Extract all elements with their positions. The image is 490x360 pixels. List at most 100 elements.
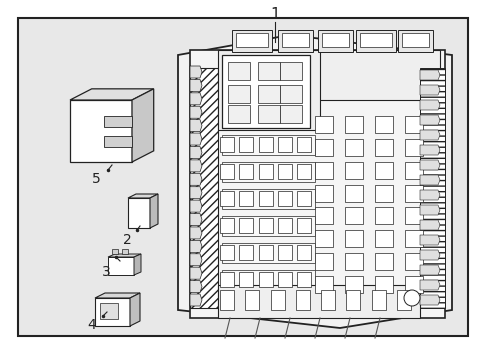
Bar (296, 290, 310, 310)
Polygon shape (190, 280, 202, 293)
Bar (239, 191, 253, 206)
Bar (322, 33, 349, 47)
Bar (239, 164, 253, 179)
Polygon shape (190, 106, 202, 118)
Bar (220, 137, 234, 152)
Polygon shape (222, 243, 315, 263)
Bar (232, 30, 272, 52)
Polygon shape (420, 68, 445, 308)
Polygon shape (420, 265, 440, 275)
Polygon shape (128, 194, 158, 198)
Bar (375, 253, 393, 270)
Bar (280, 85, 302, 103)
Polygon shape (420, 100, 440, 110)
Text: 1: 1 (270, 6, 280, 22)
Bar (278, 245, 292, 260)
Bar (402, 33, 429, 47)
Bar (345, 185, 363, 202)
Bar (346, 290, 361, 310)
Polygon shape (420, 250, 440, 260)
Polygon shape (190, 173, 202, 185)
Bar (405, 116, 423, 133)
Polygon shape (420, 235, 440, 245)
Polygon shape (70, 89, 154, 100)
Bar (345, 116, 363, 133)
Bar (239, 218, 253, 233)
Bar (345, 276, 363, 293)
Polygon shape (95, 298, 130, 326)
Bar (315, 185, 333, 202)
Bar (297, 191, 311, 206)
Polygon shape (190, 80, 202, 91)
Polygon shape (222, 189, 315, 209)
Bar (372, 290, 386, 310)
Polygon shape (222, 270, 315, 290)
Polygon shape (112, 249, 118, 254)
Polygon shape (134, 254, 141, 275)
Polygon shape (420, 295, 440, 305)
Polygon shape (222, 55, 310, 128)
Bar (375, 139, 393, 156)
Bar (375, 207, 393, 224)
Polygon shape (190, 267, 202, 279)
Bar (278, 272, 292, 287)
Circle shape (404, 290, 420, 306)
Bar (258, 105, 280, 123)
Bar (228, 105, 250, 123)
Polygon shape (190, 66, 202, 78)
Text: 5: 5 (92, 172, 100, 186)
Polygon shape (420, 70, 440, 80)
Bar (315, 253, 333, 270)
Polygon shape (222, 162, 315, 182)
Bar (239, 245, 253, 260)
Bar (228, 85, 250, 103)
Bar (297, 218, 311, 233)
Bar (259, 245, 272, 260)
Bar (297, 164, 311, 179)
Polygon shape (218, 50, 320, 130)
Polygon shape (108, 254, 141, 257)
Bar (405, 162, 423, 179)
Bar (315, 139, 333, 156)
Polygon shape (95, 293, 140, 298)
Bar (375, 116, 393, 133)
Polygon shape (104, 136, 132, 147)
Bar (356, 30, 396, 52)
Polygon shape (190, 187, 202, 199)
Bar (405, 276, 423, 293)
Bar (318, 30, 353, 52)
Bar (259, 137, 272, 152)
Bar (397, 290, 411, 310)
Bar (270, 290, 285, 310)
Bar (405, 139, 423, 156)
Polygon shape (104, 116, 132, 127)
Polygon shape (190, 240, 202, 252)
Text: 2: 2 (122, 233, 131, 247)
Polygon shape (190, 50, 445, 318)
Bar (315, 162, 333, 179)
Bar (278, 30, 313, 52)
Polygon shape (230, 50, 440, 100)
Bar (321, 290, 335, 310)
Bar (236, 33, 268, 47)
Polygon shape (128, 198, 150, 228)
Bar (360, 33, 392, 47)
Bar (278, 191, 292, 206)
Bar (278, 137, 292, 152)
Bar (345, 253, 363, 270)
Polygon shape (150, 194, 158, 228)
Bar (258, 62, 280, 80)
Polygon shape (108, 257, 134, 275)
Bar (220, 191, 234, 206)
Bar (375, 276, 393, 293)
Polygon shape (122, 249, 128, 254)
Polygon shape (190, 93, 202, 105)
Polygon shape (420, 175, 440, 185)
Polygon shape (70, 100, 132, 162)
Polygon shape (190, 213, 202, 225)
Bar (297, 245, 311, 260)
Polygon shape (190, 294, 202, 306)
Bar (405, 253, 423, 270)
Polygon shape (218, 285, 420, 318)
Text: 3: 3 (101, 265, 110, 279)
